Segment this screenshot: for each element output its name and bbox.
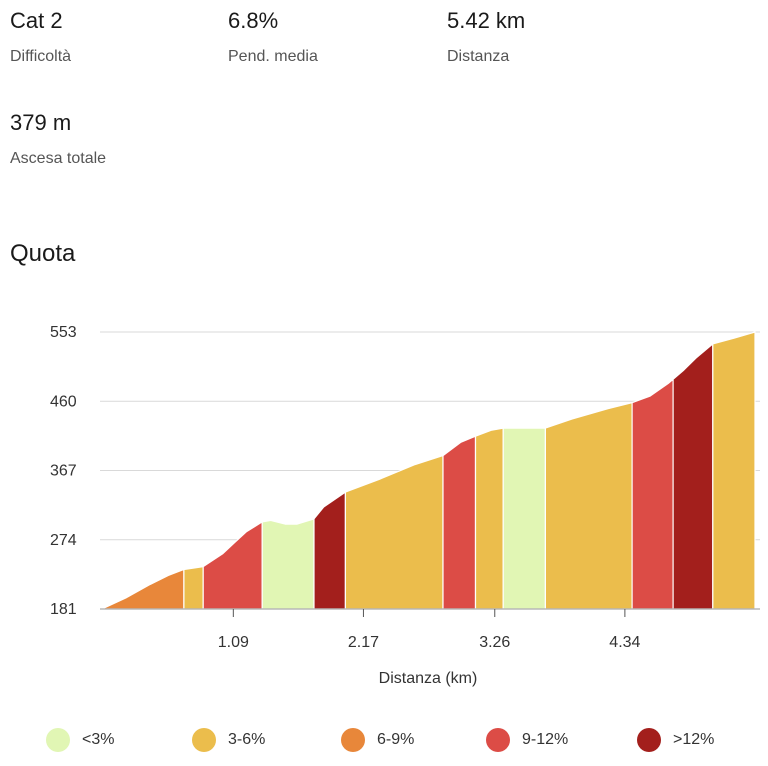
legend-swatch	[192, 728, 216, 752]
legend-label: <3%	[82, 731, 115, 748]
stat-difficulty: Cat 2 Difficoltà	[10, 8, 71, 66]
stat-label: Pend. media	[228, 48, 318, 65]
y-tick-label: 553	[50, 324, 77, 341]
y-tick-label: 274	[50, 532, 77, 549]
grade-segment	[183, 566, 204, 610]
grade-segment	[502, 427, 546, 610]
x-tick-label: 2.17	[348, 634, 379, 651]
stat-value: 379 m	[10, 110, 72, 135]
legend-label: >12%	[673, 731, 715, 748]
x-tick-label: 1.09	[218, 634, 249, 651]
stat-average-grade: 6.8% Pend. media	[228, 8, 318, 66]
legend-label: 6-9%	[377, 731, 415, 748]
x-axis-label: Distanza (km)	[379, 670, 478, 687]
grade-segment	[313, 491, 346, 610]
legend-swatch	[486, 728, 510, 752]
y-tick-label: 181	[50, 601, 77, 618]
grade-segment	[202, 521, 263, 610]
elevation-profile-chart: 181 274 367 460 553 1.09 2.17 3.26 4.34 Distanza …	[50, 324, 760, 687]
legend-item-6-9: 6-9%	[341, 726, 414, 754]
x-tick-label: 3.26	[479, 634, 510, 651]
grade-segment	[712, 331, 756, 610]
x-tick-label: 4.34	[609, 634, 640, 651]
legend-item-gt12: >12%	[637, 726, 714, 754]
grade-segment	[442, 435, 477, 610]
legend-item-3-6: 3-6%	[192, 726, 265, 754]
stat-label: Difficoltà	[10, 48, 72, 65]
elevation-title: Quota	[10, 240, 76, 267]
grade-legend: <3% 3-6% 6-9% 9-12% >12%	[0, 726, 768, 754]
grade-segment	[344, 455, 444, 610]
y-tick-label: 460	[50, 393, 77, 410]
legend-swatch	[46, 728, 70, 752]
stat-value: 5.42 km	[447, 8, 526, 33]
y-tick-label: 367	[50, 463, 77, 480]
legend-item-9-12: 9-12%	[486, 726, 568, 754]
stat-label: Distanza	[447, 48, 510, 65]
stat-label: Ascesa totale	[10, 150, 107, 167]
legend-swatch	[341, 728, 365, 752]
legend-item-lt3: <3%	[46, 726, 114, 754]
grade-segment	[544, 402, 633, 610]
grade-segment	[474, 427, 504, 610]
legend-swatch	[637, 728, 661, 752]
grade-segment	[672, 343, 714, 610]
stat-value: 6.8%	[228, 8, 279, 33]
grade-segment	[101, 568, 185, 610]
stat-total-ascent: 379 m Ascesa totale	[10, 110, 106, 168]
legend-label: 3-6%	[228, 731, 266, 748]
grade-segment	[631, 378, 674, 610]
stat-distance: 5.42 km Distanza	[447, 8, 525, 66]
stat-value: Cat 2	[10, 8, 63, 33]
legend-label: 9-12%	[522, 731, 569, 748]
grade-segment	[261, 518, 315, 610]
